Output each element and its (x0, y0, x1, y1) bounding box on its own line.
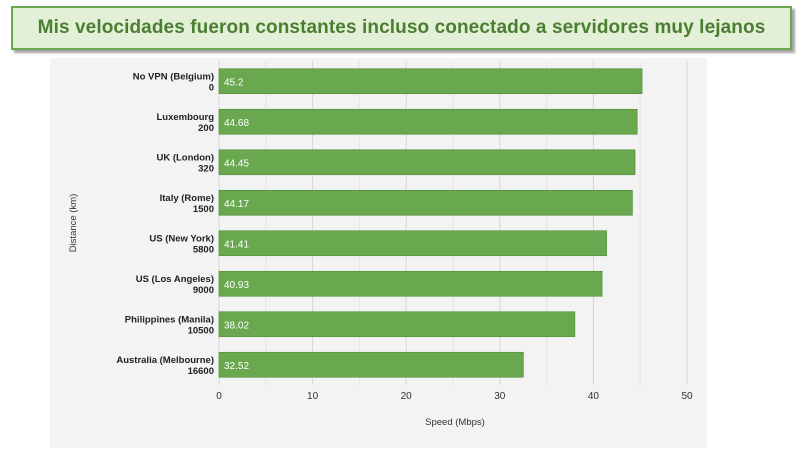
bar (218, 230, 607, 257)
category-label: Philippines (Manila) (125, 314, 214, 325)
bar-chart: 45.2No VPN (Belgium)044.68Luxembourg2004… (68, 61, 693, 428)
bar (218, 270, 603, 297)
title-banner: Mis velocidades fueron constantes inclus… (11, 6, 792, 50)
bar (218, 311, 576, 338)
x-tick-label: 30 (494, 391, 506, 402)
bar-value-label: 44.45 (224, 158, 249, 169)
category-distance-label: 1500 (193, 204, 214, 215)
category-distance-label: 320 (198, 163, 214, 174)
category-distance-label: 200 (198, 123, 214, 134)
bar-value-label: 41.41 (224, 239, 249, 250)
x-tick-label: 20 (401, 391, 413, 402)
category-distance-label: 5800 (193, 244, 214, 255)
bar-value-label: 45.2 (224, 77, 244, 88)
bar-value-label: 38.02 (224, 320, 249, 331)
category-label: US (New York) (149, 233, 214, 244)
bar (218, 68, 643, 95)
category-label: No VPN (Belgium) (133, 71, 214, 82)
chart-panel: 45.2 No VPN (Belgium) 0 44.68 Luxembourg 200 4… (50, 58, 707, 448)
bar (218, 108, 638, 135)
bar (218, 149, 636, 176)
bar-value-label: 44.68 (224, 118, 249, 129)
bar-value-label: 40.93 (224, 280, 249, 291)
x-axis-title: Speed (Mbps) (425, 417, 485, 428)
category-distance-label: 0 (209, 82, 214, 93)
category-label: US (Los Angeles) (136, 274, 214, 285)
x-tick-label: 50 (681, 391, 693, 402)
category-distance-label: 16600 (188, 366, 214, 377)
category-label: Luxembourg (156, 112, 214, 123)
x-tick-label: 0 (216, 391, 222, 402)
x-tick-label: 40 (588, 391, 600, 402)
y-axis-title: Distance (km) (68, 194, 79, 253)
bar (218, 189, 633, 216)
x-tick-label: 10 (307, 391, 319, 402)
bar (218, 351, 524, 378)
category-distance-label: 10500 (188, 325, 214, 336)
bar-value-label: 32.52 (224, 361, 249, 372)
category-label: Italy (Rome) (160, 193, 214, 204)
category-distance-label: 9000 (193, 285, 214, 296)
category-label: UK (London) (156, 152, 214, 163)
chart-title: Mis velocidades fueron constantes inclus… (37, 17, 766, 38)
bar-value-label: 44.17 (224, 199, 249, 210)
category-label: Australia (Melbourne) (116, 355, 214, 366)
